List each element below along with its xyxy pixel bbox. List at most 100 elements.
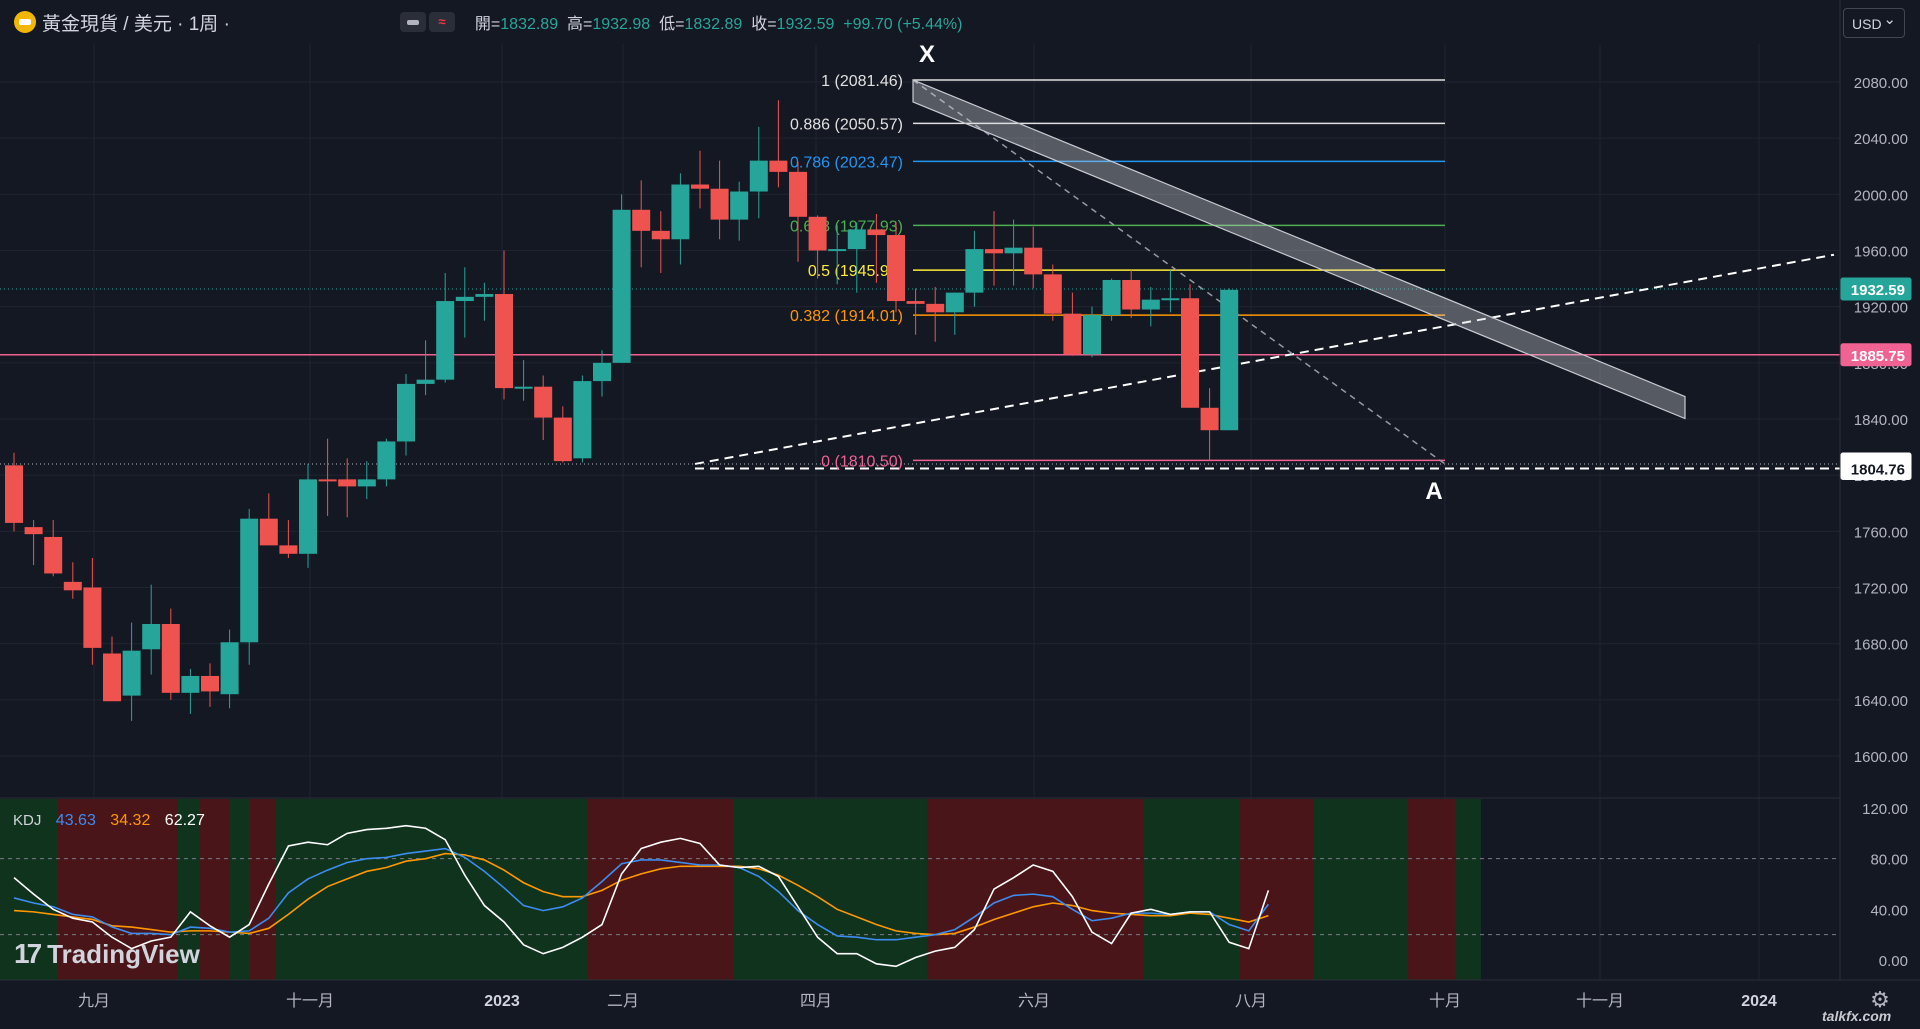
candle-body	[553, 417, 572, 462]
fib-label: 0.618 (1977.93)	[790, 218, 903, 235]
time-axis-bg	[0, 980, 1920, 1029]
price-tick: 2040.00	[1854, 131, 1908, 148]
candle-body	[397, 383, 415, 442]
candle-body	[495, 294, 513, 389]
close-value: 1932.59	[776, 16, 835, 33]
kdj-d-line	[13, 852, 1269, 936]
kdj-tick: 120.00	[1862, 801, 1908, 818]
candle-body	[828, 249, 847, 252]
candle-body	[24, 527, 43, 535]
candle-body	[965, 249, 984, 293]
high-value: 1932.98	[592, 16, 651, 33]
kdj-tick: 40.00	[1870, 902, 1908, 919]
price-tag-1804-bg	[1840, 456, 1912, 480]
time-tick: 十一月	[1576, 992, 1624, 1010]
tv-logo-text: TradingView	[47, 938, 200, 969]
wave-pill-icon[interactable]: ≈	[428, 12, 455, 32]
candle-body	[769, 160, 788, 172]
candle-body	[1102, 279, 1121, 316]
kdj-zone	[58, 799, 178, 980]
candle-body	[1063, 313, 1082, 355]
watermark: talkfx.com	[1822, 1008, 1892, 1024]
candle-body	[318, 479, 337, 482]
gold-coin-icon	[14, 11, 36, 33]
candle-body	[612, 209, 631, 363]
kdj-zone	[1240, 799, 1313, 980]
candle-body	[377, 441, 396, 480]
kdj-zone	[250, 799, 275, 980]
candle-body	[808, 216, 827, 251]
fib-label: 0.5 (1945.98)	[808, 263, 903, 280]
tradingview-logo[interactable]: 17 TradingView	[14, 938, 200, 970]
time-tick: 九月	[78, 992, 110, 1010]
candle-body	[632, 209, 651, 231]
kdj-zone	[733, 799, 927, 980]
time-tick: 2023	[484, 993, 520, 1010]
candle-body	[259, 518, 278, 546]
fib-label: 1 (2081.46)	[821, 73, 903, 90]
fib-label: 0 (1810.50)	[821, 453, 903, 470]
candle-body	[534, 386, 553, 418]
kdj-zone	[1408, 799, 1455, 980]
candle-body	[945, 292, 964, 313]
tv-logo-icon: 17	[14, 938, 42, 969]
minus-pill-icon[interactable]	[399, 12, 426, 32]
kdj-tick: 0.00	[1879, 953, 1908, 970]
current-price-tag-bg	[1840, 277, 1912, 301]
candle-body	[867, 229, 886, 236]
support-price-tag-bg	[1840, 343, 1912, 367]
currency-select[interactable]: USD	[1843, 5, 1905, 38]
price-tick: 1760.00	[1854, 524, 1908, 541]
price-tick: 2000.00	[1854, 187, 1908, 204]
candle-body	[475, 294, 494, 297]
candle-body	[455, 296, 474, 302]
candle-body	[1161, 298, 1180, 301]
price-tick: 2080.00	[1854, 75, 1908, 92]
candle-body	[103, 653, 121, 702]
candle-body	[357, 479, 376, 487]
point-label-x: X	[919, 41, 935, 68]
candle-body	[436, 301, 455, 380]
chart-header: 黃金現貨 / 美元 · 1周 · ≈ 開=1832.89 高=1932.98 低…	[0, 0, 1840, 44]
candle-body	[1122, 279, 1141, 310]
descending-channel	[912, 79, 1686, 420]
candle-body	[710, 188, 729, 220]
candle-body	[573, 381, 592, 459]
candle-body	[514, 386, 533, 389]
candle-body	[671, 184, 690, 240]
candle-body	[691, 184, 709, 189]
candle-body	[1141, 299, 1160, 310]
settings-gear-icon[interactable]: ⚙	[1870, 987, 1890, 1012]
kdj-zone	[1143, 799, 1240, 980]
symbol-title[interactable]: 黃金現貨 / 美元 · 1周 ·	[42, 13, 230, 35]
kdj-j-line	[13, 824, 1270, 968]
candle-body	[338, 479, 357, 487]
candle-body	[1004, 247, 1023, 254]
price-tag-1804: 1804.76	[1851, 461, 1905, 478]
price-tick: 1920.00	[1854, 300, 1908, 317]
kdj-legend[interactable]: KDJ 43.63 34.32 62.27	[13, 812, 205, 830]
price-tick: 1680.00	[1854, 637, 1908, 654]
candle-body	[161, 624, 180, 693]
kdj-zone	[200, 799, 230, 980]
price-tick: 1840.00	[1854, 412, 1908, 429]
candle-body	[1181, 298, 1199, 408]
kdj-j-value: 62.27	[164, 812, 205, 829]
candle-body	[651, 230, 670, 240]
indicator-pills[interactable]: ≈	[399, 12, 455, 32]
candle-body	[279, 545, 298, 554]
time-tick: 十一月	[286, 992, 334, 1010]
candle-body	[83, 587, 102, 648]
candle-body	[926, 303, 945, 313]
kdj-zone	[1313, 799, 1408, 980]
candle-body	[44, 536, 63, 574]
candle-body	[887, 235, 905, 302]
candle-body	[847, 229, 866, 250]
kdj-zone	[588, 799, 733, 980]
change-value: +99.70 (+5.44%)	[843, 16, 963, 33]
candle-body	[985, 249, 1003, 254]
price-tick: 1960.00	[1854, 244, 1908, 261]
candle-body	[122, 650, 141, 696]
kdj-k-value: 43.63	[55, 812, 96, 829]
